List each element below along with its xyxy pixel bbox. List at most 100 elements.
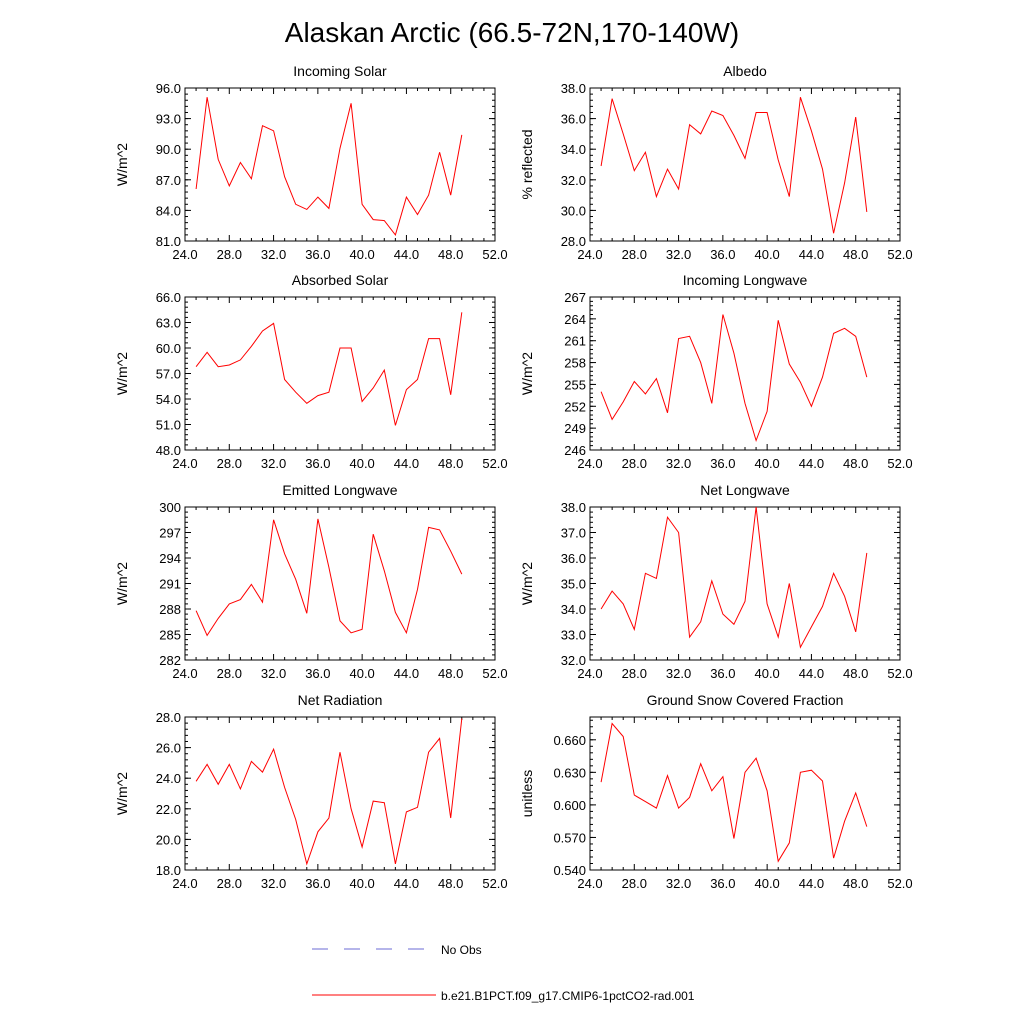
y-tick-label: 36.0	[561, 112, 586, 127]
x-tick-label: 44.0	[799, 456, 824, 471]
y-tick-label: 28.0	[156, 710, 181, 725]
x-tick-label: 24.0	[577, 666, 602, 681]
x-tick-label: 28.0	[622, 456, 647, 471]
chart-panel-4: Emitted Longwave W/m^2 24.0 28.0 32.0 36.0 40.…	[114, 482, 508, 681]
chart-panel-2: Absorbed Solar W/m^2 24.0 28.0 32.0 36.0 40.0 4…	[114, 272, 508, 471]
x-tick-label: 40.0	[754, 456, 779, 471]
x-tick-label: 44.0	[394, 876, 419, 891]
x-tick-label: 32.0	[666, 666, 691, 681]
x-tick-label: 32.0	[261, 666, 286, 681]
plot-frame	[589, 506, 901, 661]
x-tick-label: 52.0	[482, 876, 507, 891]
x-tick-label: 48.0	[438, 876, 463, 891]
y-tick-label: 291	[159, 577, 181, 592]
x-tick-label: 40.0	[754, 876, 779, 891]
y-axis-label: W/m^2	[114, 772, 130, 815]
x-tick-label: 24.0	[172, 247, 197, 262]
series-line-0	[195, 718, 463, 866]
y-tick-label: 28.0	[561, 234, 586, 249]
x-tick-label: 32.0	[666, 247, 691, 262]
y-axis-label: % reflected	[519, 129, 535, 199]
x-tick-label: 28.0	[622, 247, 647, 262]
y-tick-label: 54.0	[156, 392, 181, 407]
x-tick-label: 52.0	[887, 876, 912, 891]
x-tick-label: 36.0	[710, 247, 735, 262]
x-tick-label: 40.0	[349, 247, 374, 262]
x-tick-label: 36.0	[305, 247, 330, 262]
x-tick-label: 40.0	[754, 666, 779, 681]
y-tick-label: 33.0	[561, 628, 586, 643]
y-tick-label: 249	[564, 421, 586, 436]
y-tick-label: 38.0	[561, 81, 586, 96]
plot-frame	[184, 296, 496, 451]
y-axis-label: W/m^2	[114, 352, 130, 395]
panel-title: Ground Snow Covered Fraction	[647, 692, 844, 708]
x-tick-label: 48.0	[438, 666, 463, 681]
y-axis-label: W/m^2	[519, 562, 535, 605]
y-tick-label: 20.0	[156, 832, 181, 847]
x-tick-label: 24.0	[577, 247, 602, 262]
x-tick-label: 48.0	[438, 456, 463, 471]
chart-panel-7: Ground Snow Covered Fraction unitless 24.0…	[519, 692, 913, 891]
y-tick-label: 96.0	[156, 81, 181, 96]
y-tick-label: 258	[564, 356, 586, 371]
x-tick-label: 44.0	[394, 666, 419, 681]
y-tick-label: 57.0	[156, 367, 181, 382]
y-tick-label: 0.630	[553, 765, 586, 780]
y-tick-label: 24.0	[156, 771, 181, 786]
x-tick-label: 44.0	[799, 876, 824, 891]
y-tick-label: 0.540	[553, 863, 586, 878]
x-tick-label: 36.0	[710, 456, 735, 471]
panel-title: Emitted Longwave	[282, 482, 397, 498]
x-tick-label: 32.0	[261, 247, 286, 262]
x-tick-label: 52.0	[482, 666, 507, 681]
plot-frame	[184, 506, 496, 661]
x-tick-label: 28.0	[622, 666, 647, 681]
panel-title: Incoming Solar	[293, 63, 387, 79]
chart-panel-5: Net Longwave W/m^2 24.0 28.0 32.0 36.0 40.0 44.…	[519, 482, 913, 681]
y-tick-label: 0.660	[553, 733, 586, 748]
panel-title: Albedo	[723, 63, 767, 79]
x-tick-label: 44.0	[799, 247, 824, 262]
x-tick-label: 24.0	[577, 456, 602, 471]
y-axis-label: W/m^2	[114, 143, 130, 186]
y-tick-label: 32.0	[561, 173, 586, 188]
y-tick-label: 252	[564, 399, 586, 414]
y-tick-label: 264	[564, 312, 586, 327]
y-tick-label: 38.0	[561, 500, 586, 515]
y-axis-label: W/m^2	[114, 562, 130, 605]
x-tick-label: 52.0	[887, 666, 912, 681]
x-tick-label: 48.0	[843, 666, 868, 681]
x-tick-label: 24.0	[172, 876, 197, 891]
x-tick-label: 36.0	[305, 876, 330, 891]
y-tick-label: 81.0	[156, 234, 181, 249]
y-tick-label: 63.0	[156, 316, 181, 331]
x-tick-label: 32.0	[666, 456, 691, 471]
series-line-0	[195, 518, 463, 637]
x-tick-label: 52.0	[887, 456, 912, 471]
x-tick-label: 44.0	[394, 247, 419, 262]
x-tick-label: 36.0	[710, 666, 735, 681]
y-tick-label: 84.0	[156, 203, 181, 218]
y-tick-label: 37.0	[561, 526, 586, 541]
x-tick-label: 28.0	[217, 456, 242, 471]
y-axis-label: W/m^2	[519, 352, 535, 395]
series-line-0	[600, 314, 868, 443]
y-tick-label: 246	[564, 443, 586, 458]
x-tick-label: 52.0	[482, 247, 507, 262]
y-tick-label: 18.0	[156, 863, 181, 878]
figure-title: Alaskan Arctic (66.5-72N,170-140W)	[285, 17, 739, 48]
x-tick-label: 52.0	[482, 456, 507, 471]
x-tick-label: 52.0	[887, 247, 912, 262]
panel-title: Absorbed Solar	[292, 272, 389, 288]
y-tick-label: 261	[564, 334, 586, 349]
plot-frame	[589, 87, 901, 242]
x-tick-label: 28.0	[217, 247, 242, 262]
y-axis-label: unitless	[519, 770, 535, 817]
y-tick-label: 60.0	[156, 341, 181, 356]
chart-panel-3: Incoming Longwave W/m^2 24.0 28.0 32.0 36.0 40…	[519, 272, 913, 471]
x-tick-label: 28.0	[217, 876, 242, 891]
x-tick-label: 44.0	[394, 456, 419, 471]
